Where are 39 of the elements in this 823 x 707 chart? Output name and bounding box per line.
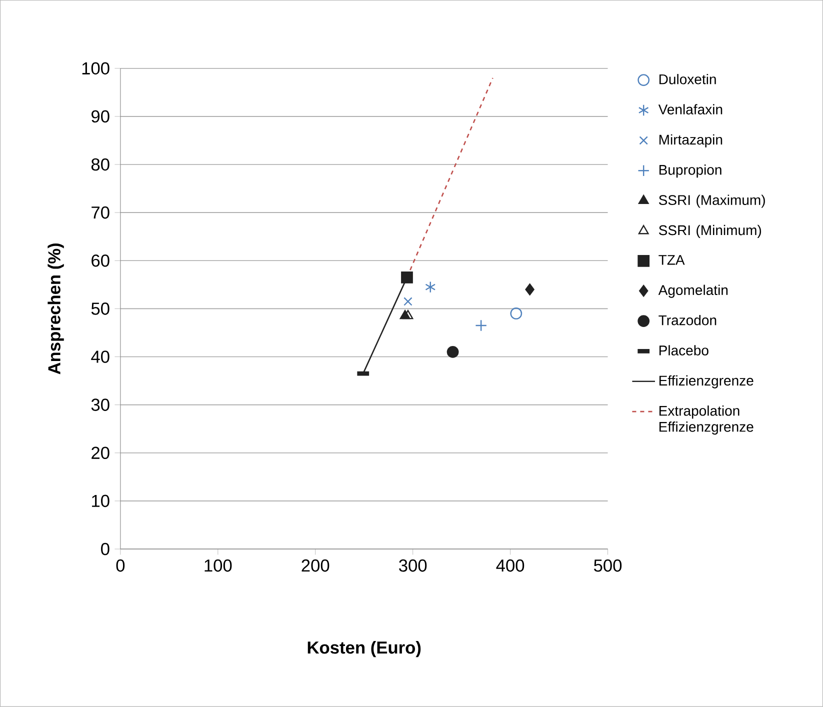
x-axis-title: Kosten (Euro) bbox=[308, 641, 421, 658]
legend-label: Agomelatin bbox=[658, 284, 728, 298]
legend-label: Placebo bbox=[659, 345, 708, 356]
point bbox=[475, 320, 488, 332]
y-axis-title: Ansprechen (%) bbox=[48, 244, 64, 374]
legend-label: Trazodon bbox=[658, 315, 716, 326]
point bbox=[402, 310, 414, 320]
legend-label: Bupropion bbox=[659, 164, 722, 178]
legend-label: Extrapolation Effizienzgrenze bbox=[659, 406, 754, 435]
x-tick-label: 500 bbox=[594, 560, 622, 572]
y-tick-label: 100 bbox=[82, 62, 110, 75]
point bbox=[425, 281, 436, 294]
legend-label: Venlafaxin bbox=[658, 104, 722, 115]
point bbox=[446, 346, 459, 358]
y-tick-label: 20 bbox=[92, 446, 110, 460]
legend-label: TZA bbox=[658, 255, 685, 265]
x-tick-label: 0 bbox=[116, 560, 125, 572]
y-tick-label: 40 bbox=[91, 350, 110, 363]
legend-label: Mirtazapin bbox=[659, 134, 722, 148]
legend-label: SSRI (Maximum) bbox=[658, 194, 765, 208]
point bbox=[401, 272, 413, 284]
legend-label: SSRI (Minimum) bbox=[658, 224, 762, 238]
y-tick-label: 90 bbox=[92, 110, 110, 123]
y-tick-label: 0 bbox=[101, 542, 110, 556]
y-tick-label: 30 bbox=[91, 398, 110, 412]
point bbox=[404, 297, 412, 306]
y-tick-label: 10 bbox=[92, 494, 110, 508]
x-tick-label: 200 bbox=[302, 560, 330, 572]
legend-label: Effizienzgrenze bbox=[659, 375, 754, 388]
x-tick-label: 100 bbox=[204, 560, 232, 572]
y-tick-label: 80 bbox=[91, 158, 110, 171]
legend-label: Duloxetin bbox=[659, 74, 716, 84]
x-tick-label: 300 bbox=[399, 560, 427, 572]
y-tick-label: 50 bbox=[91, 302, 110, 315]
point bbox=[510, 308, 522, 320]
x-tick-label: 400 bbox=[496, 560, 524, 572]
point bbox=[525, 284, 534, 296]
y-tick-label: 70 bbox=[92, 206, 110, 219]
y-tick-label: 60 bbox=[92, 254, 110, 267]
